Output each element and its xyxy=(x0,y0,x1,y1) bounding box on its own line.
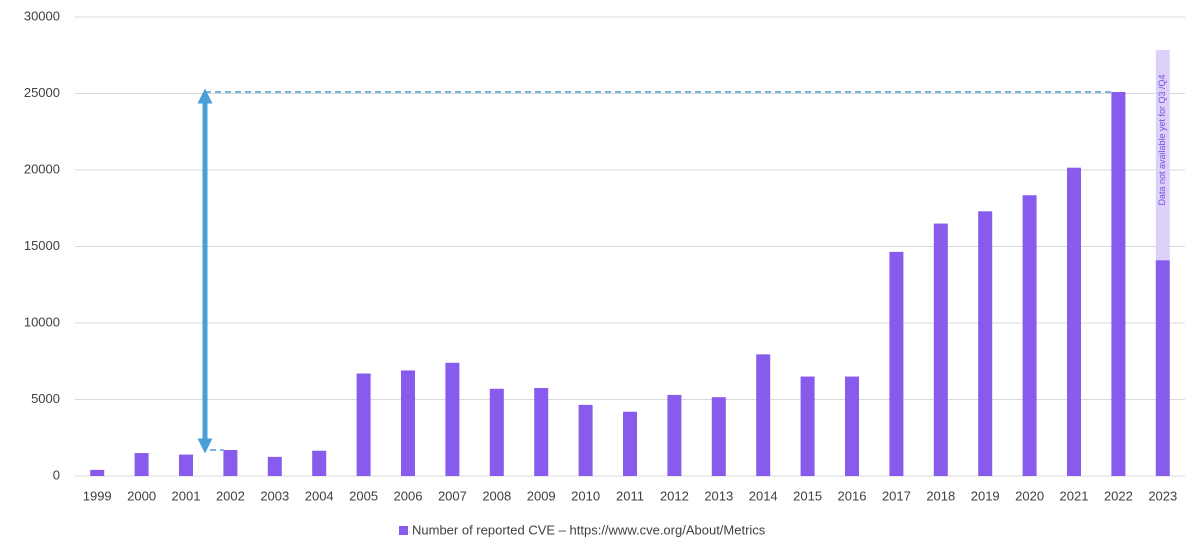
legend-swatch xyxy=(399,526,408,535)
x-tick-label: 2018 xyxy=(926,488,955,503)
x-tick-label: 2023 xyxy=(1148,488,1177,503)
x-tick-label: 2003 xyxy=(260,488,289,503)
annotation-band xyxy=(1155,50,1170,261)
bar xyxy=(1111,91,1126,476)
bar xyxy=(534,388,549,476)
x-tick-label: 2004 xyxy=(305,488,334,503)
bar xyxy=(978,211,993,476)
y-tick-label: 15000 xyxy=(24,238,60,253)
x-tick-label: 2005 xyxy=(349,488,378,503)
annotation-text: Data not available yet for Q3 /Q4 xyxy=(1157,74,1167,205)
legend-label: Number of reported CVE – https://www.cve… xyxy=(412,522,766,537)
bar xyxy=(90,469,105,476)
x-tick-label: 2016 xyxy=(838,488,867,503)
bar xyxy=(179,454,193,476)
x-tick-label: 2011 xyxy=(616,488,644,503)
x-tick-label: 2009 xyxy=(527,488,556,503)
bar xyxy=(1022,195,1037,476)
x-tick-label: 1999 xyxy=(83,488,112,503)
bar xyxy=(401,370,415,476)
y-tick-label: 0 xyxy=(53,467,60,482)
x-tick-label: 2021 xyxy=(1060,488,1089,503)
y-tick-label: 10000 xyxy=(24,314,60,329)
x-tick-label: 2022 xyxy=(1104,488,1133,503)
bar xyxy=(445,362,460,476)
x-tick-label: 2014 xyxy=(749,488,778,503)
x-tick-label: 2001 xyxy=(172,488,201,503)
x-tick-label: 2007 xyxy=(438,488,467,503)
x-tick-label: 2010 xyxy=(571,488,600,503)
y-tick-label: 20000 xyxy=(24,161,60,176)
x-tick-label: 2020 xyxy=(1015,488,1044,503)
x-tick-label: 2017 xyxy=(882,488,911,503)
bar xyxy=(933,223,948,476)
bar xyxy=(711,397,726,476)
x-tick-label: 2000 xyxy=(127,488,156,503)
bar xyxy=(845,376,859,476)
bar xyxy=(356,373,371,476)
bar xyxy=(756,354,771,476)
bar xyxy=(578,404,593,476)
x-tick-label: 2012 xyxy=(660,488,689,503)
y-tick-label: 30000 xyxy=(24,8,60,23)
bar xyxy=(1155,260,1170,476)
y-tick-label: 25000 xyxy=(24,85,60,100)
x-tick-label: 2006 xyxy=(394,488,423,503)
y-tick-label: 5000 xyxy=(31,391,60,406)
bar xyxy=(267,456,282,476)
x-tick-label: 2019 xyxy=(971,488,1000,503)
bar xyxy=(800,376,815,476)
x-tick-label: 2013 xyxy=(704,488,733,503)
bar xyxy=(1067,167,1081,476)
bar xyxy=(889,251,904,476)
x-tick-label: 2008 xyxy=(482,488,511,503)
bar xyxy=(489,388,504,476)
bar xyxy=(623,411,637,476)
x-tick-label: 2015 xyxy=(793,488,822,503)
x-tick-label: 2002 xyxy=(216,488,245,503)
bar xyxy=(223,449,238,476)
bar xyxy=(667,394,682,476)
bar xyxy=(312,450,327,476)
bar xyxy=(134,453,149,476)
